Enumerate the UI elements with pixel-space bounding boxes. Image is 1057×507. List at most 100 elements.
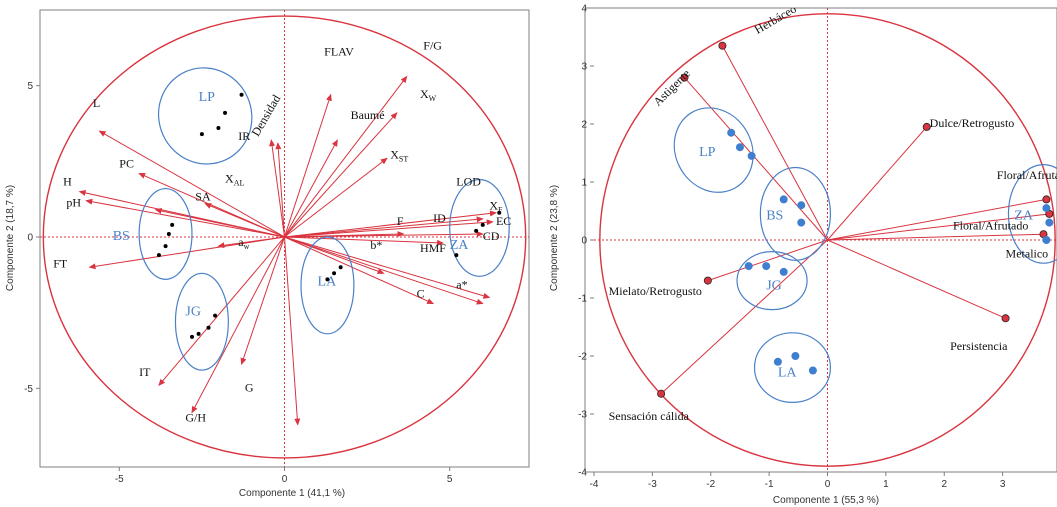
left-group-point-JG-3 <box>189 334 194 339</box>
right-vector-label-8: Persistencia <box>950 339 1008 353</box>
right-group-ellipse-JG <box>736 251 808 311</box>
left-group-point-ZA-0 <box>497 210 502 215</box>
right-y-tick-label-5: 1 <box>581 178 587 189</box>
left-vector-label-16: XW <box>420 87 437 103</box>
right-group-ellipse-ZA <box>1007 164 1057 264</box>
right-plot-layer: LP BS JG LA ZA Herbáceo Astigente Dulce/Retrogu… <box>594 2 1057 472</box>
left-vector-0 <box>98 130 285 238</box>
right-group-point-LP-2 <box>747 151 756 160</box>
right-group-label-BS: BS <box>766 209 783 224</box>
left-vector-label-6: aw <box>238 235 249 251</box>
right-axes: -4 -3 -2 -1 0 1 2 3 -4 -3 -2 -1 0 1 2 3 4 <box>578 4 1006 491</box>
left-vector-23 <box>284 236 445 246</box>
right-y-tick-label-0: -4 <box>578 468 587 479</box>
left-group-point-LP-2 <box>223 110 228 115</box>
right-vector-end-2 <box>922 122 931 131</box>
left-group-point-LP-1 <box>216 126 221 131</box>
right-vector-label-7: Sensación cálida <box>609 409 690 423</box>
left-vector-20 <box>284 219 494 238</box>
left-vector-label-8: IT <box>139 365 151 379</box>
left-group-point-LP-0 <box>199 132 204 137</box>
right-plot-frame <box>584 7 1057 473</box>
right-y-tick-label-3: -1 <box>578 294 587 305</box>
left-y-tick-label-0: -5 <box>24 384 33 395</box>
right-vector-4 <box>827 213 1050 241</box>
left-group-point-LA-0 <box>338 265 343 270</box>
right-group-point-JG-0 <box>744 262 753 271</box>
right-x-tick-label-6: 2 <box>941 479 947 490</box>
left-vector-label-10: G <box>245 380 254 394</box>
left-axes: -5 0 5 -5 0 5 <box>24 81 453 485</box>
right-y-tick-label-1: -3 <box>578 410 587 421</box>
right-group-point-LA-2 <box>808 366 817 375</box>
right-vector-end-3 <box>1042 195 1051 204</box>
left-vector-label-15: F/G <box>423 38 442 52</box>
left-vector-label-13: FLAV <box>324 44 354 58</box>
right-vector-8 <box>827 239 1006 319</box>
left-vector-label-24: HMF <box>420 241 446 255</box>
left-y-axis-title: Componente 2 (18,7 %) <box>5 185 16 291</box>
right-y-tick-label-6: 2 <box>581 120 587 131</box>
left-vector-9 <box>191 236 285 414</box>
left-group-point-LP-3 <box>239 92 244 97</box>
right-vector-2 <box>827 126 928 241</box>
left-vector-label-9: G/H <box>185 411 206 425</box>
left-vector-label-27: a* <box>456 277 467 291</box>
right-group-ellipse-LP <box>673 107 754 193</box>
left-x-tick-label-2: 5 <box>447 474 453 485</box>
right-group-point-ZA-1 <box>1045 218 1054 227</box>
left-group-point-ZA-2 <box>474 228 479 233</box>
left-vector-7 <box>88 236 285 270</box>
right-vector-label-3: Floral/Afrutado <box>997 168 1057 182</box>
left-vector-27 <box>284 236 484 305</box>
right-correlation-circle <box>599 13 1056 467</box>
left-vector-26 <box>284 236 491 299</box>
right-x-axis-title: Componente 1 (55,3 %) <box>773 495 879 506</box>
left-vector-label-20: ID <box>433 211 446 225</box>
right-vector-0 <box>721 45 828 241</box>
right-group-point-BS-2 <box>797 218 806 227</box>
left-group-label-ZA: ZA <box>450 238 470 253</box>
left-group-ellipse-JG <box>174 272 229 371</box>
right-group-ellipse-LA <box>753 332 832 404</box>
right-vector-1 <box>684 77 828 241</box>
right-vector-end-6 <box>703 276 712 285</box>
right-group-label-ZA: ZA <box>1014 209 1034 224</box>
left-vector-3 <box>85 198 285 238</box>
right-group-point-ZA-0 <box>1042 204 1051 213</box>
left-vector-28 <box>284 236 301 426</box>
left-vector-25 <box>284 236 435 305</box>
right-group-point-LP-1 <box>735 143 744 152</box>
right-vector-label-6: Mielato/Retrogusto <box>609 284 702 298</box>
left-plot-layer: LP BS JG LA ZA L PC HpH SA XAL aw FT IT G/H G IRDensida… <box>40 10 529 467</box>
left-vector-label-5: XAL <box>225 172 244 188</box>
right-x-tick-label-1: -3 <box>648 479 657 490</box>
left-vector-label-0: L <box>93 96 100 110</box>
left-biplot: LP BS JG LA ZA L PC HpH SA XAL aw FT IT G/H G IRDensida… <box>5 9 530 499</box>
left-vector-label-7: FT <box>53 256 68 270</box>
left-group-ellipse-LP <box>157 67 253 165</box>
right-vector-end-8 <box>1001 314 1010 323</box>
right-vector-3 <box>827 198 1047 241</box>
right-group-point-LA-0 <box>773 357 782 366</box>
right-y-tick-label-4: 0 <box>581 236 587 247</box>
left-group-point-JG-0 <box>213 313 218 318</box>
right-y-axis-title: Componente 2 (23,8 %) <box>549 185 560 291</box>
left-group-ellipse-LA <box>300 236 355 335</box>
left-vector-label-12: Densidad <box>249 92 284 138</box>
left-vector-4 <box>154 208 285 238</box>
right-group-point-BS-0 <box>779 195 788 204</box>
right-y-tick-label-7: 3 <box>581 62 587 73</box>
left-vector-8 <box>158 236 285 387</box>
left-vector-label-22: CD <box>483 229 500 243</box>
left-vector-label-2: H <box>63 175 72 189</box>
right-group-point-JG-2 <box>779 267 788 276</box>
right-vector-label-0: Herbáceo <box>752 2 799 37</box>
right-biplot: LP BS JG LA ZA Herbáceo Astigente Dulce/Retrogu… <box>549 2 1057 506</box>
right-group-point-JG-1 <box>762 262 771 271</box>
left-vector-10 <box>240 236 285 366</box>
right-group-point-LA-1 <box>791 352 800 360</box>
left-group-point-ZA-1 <box>480 222 485 227</box>
left-vector-label-14: Baumé <box>351 108 385 122</box>
